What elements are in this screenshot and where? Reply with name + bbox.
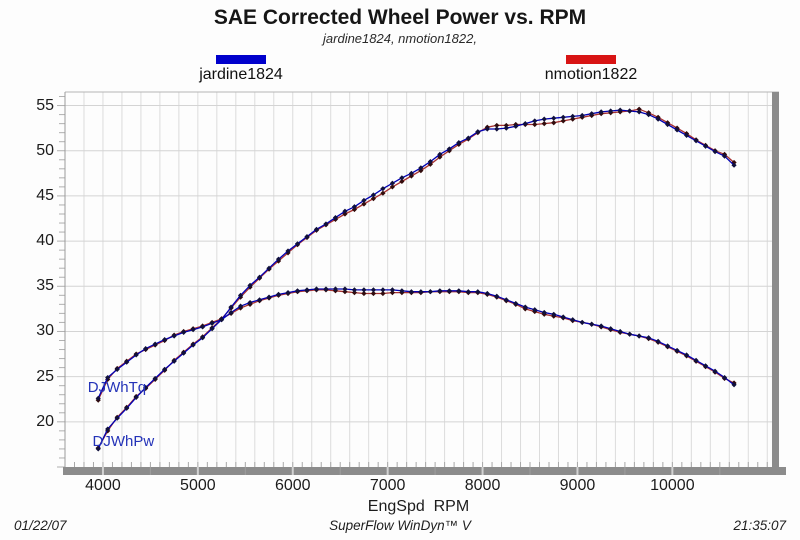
footer-time: 21:35:07 <box>733 518 786 533</box>
curve-label-djwhtq: DJWhTq <box>87 379 147 396</box>
y-tick-label: 35 <box>36 277 54 295</box>
x-axis-title: EngSpd RPM <box>367 498 470 515</box>
page-subtitle: jardine1824, nmotion1822, <box>323 31 477 46</box>
y-tick-label: 45 <box>36 186 54 204</box>
y-tick-label: 55 <box>36 96 54 114</box>
curve-label-djwhpw: DJWhPw <box>92 433 155 451</box>
footer-app-name: SuperFlow WinDyn™ V <box>329 518 471 533</box>
y-tick-label: 50 <box>36 141 54 159</box>
x-tick-label: 9000 <box>559 477 596 494</box>
legend-entry-nmotion1822: nmotion1822 <box>531 55 651 84</box>
legend-label-nmotion1822: nmotion1822 <box>544 66 638 83</box>
legend-label-jardine1824: jardine1824 <box>199 66 283 83</box>
page-title: SAE Corrected Wheel Power vs. RPM <box>213 6 587 29</box>
legend-swatch-jardine1824 <box>216 55 266 64</box>
legend-swatch-nmotion1822 <box>566 55 616 64</box>
y-tick-label: 30 <box>36 322 54 340</box>
x-tick-label: 4000 <box>85 477 121 494</box>
legend-entry-jardine1824: jardine1824 <box>181 55 301 84</box>
footer-date: 01/22/07 <box>14 518 67 533</box>
x-tick-label: 8000 <box>464 477 501 494</box>
y-tick-label: 20 <box>36 412 54 430</box>
y-tick-label: 40 <box>36 232 54 250</box>
y-tick-label: 25 <box>36 367 54 385</box>
x-tick-label: 10000 <box>650 477 695 494</box>
x-tick-label: 6000 <box>274 477 311 494</box>
x-tick-label: 7000 <box>369 477 406 494</box>
x-tick-label: 5000 <box>180 477 216 494</box>
